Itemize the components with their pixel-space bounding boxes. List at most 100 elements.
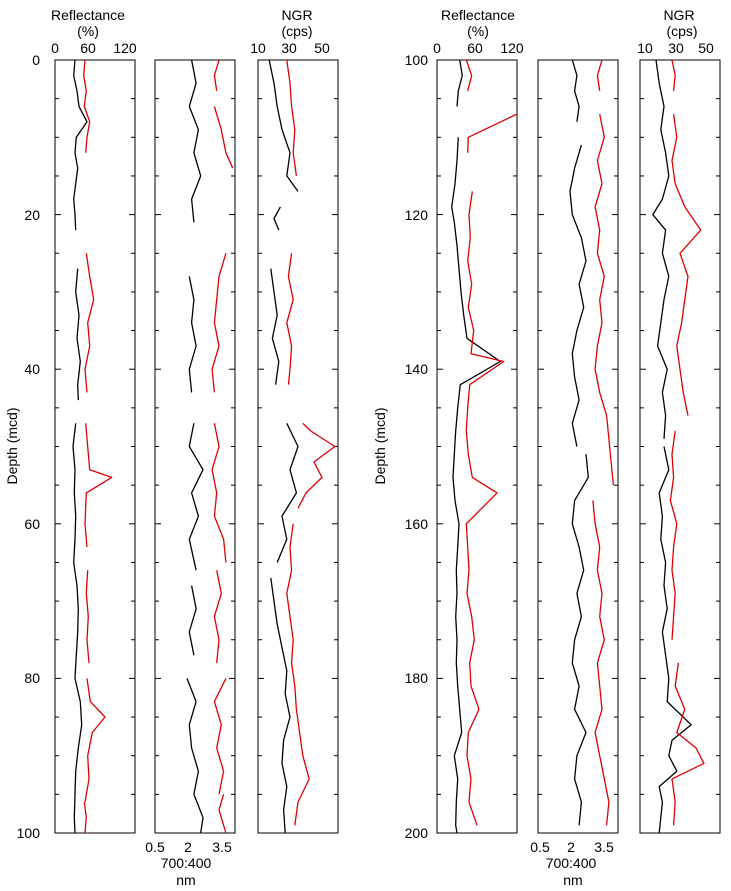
left-ratio-tick-1: 2 (184, 839, 192, 855)
ngr-cps-series-black-segment-2 (270, 268, 280, 385)
right-ngr-tick-1: 30 (668, 40, 684, 56)
ngr-cps-series-red-segment-0 (671, 59, 676, 91)
right-depth-tick-5: 200 (405, 825, 429, 841)
700-400-nm-series-red-segment-5 (213, 678, 227, 795)
700-400-nm-series-black-segment-1 (188, 276, 197, 393)
right-ratio-tick-2: 3.5 (594, 839, 614, 855)
left-group: Depth (mcd) Reflectance (%) 0 60 120 0.5… (4, 7, 339, 888)
left-reflectance-panel: Reflectance (%) 0 60 120 (51, 7, 137, 834)
left-ratio-unit: nm (176, 872, 195, 888)
left-reflectance-title: Reflectance (51, 7, 125, 23)
left-reflectance-tick-2: 120 (113, 40, 137, 56)
ngr-cps-series-red-segment-3 (286, 523, 310, 826)
700-400-nm-series-red-segment-0 (213, 59, 220, 91)
right-depth-tick-4: 180 (405, 670, 429, 686)
left-ngr-title: NGR (281, 7, 312, 23)
left-ratio-frame (154, 59, 236, 834)
right-ngr-tick-2: 50 (698, 40, 714, 56)
ngr-cps-series-black-segment-1 (658, 446, 692, 834)
right-reflectance-title: Reflectance (441, 7, 515, 23)
right-ngr-title: NGR (663, 7, 694, 23)
700-400-nm-series-black-segment-0 (571, 59, 580, 122)
right-reflectance-tick-2: 120 (500, 40, 524, 56)
ngr-cps-series-red-segment-1 (286, 253, 294, 385)
left-reflectance-unit: (%) (77, 23, 99, 39)
ngr-cps-series-red-segment-2 (297, 422, 336, 509)
right-ratio-label: 700:400 (546, 855, 597, 871)
left-ratio-label: 700:400 (161, 855, 212, 871)
right-depth-axis-title: Depth (mcd) (372, 407, 388, 484)
right-ratio-tick-1: 2 (567, 839, 575, 855)
reflectance-series-red-segment-4 (84, 678, 106, 803)
700-400-nm-series-red-segment-4 (213, 570, 222, 663)
ngr-cps-series-black-segment-0 (652, 59, 670, 439)
reflectance-series-black-segment-2 (72, 423, 83, 834)
right-reflectance-unit: (%) (467, 23, 489, 39)
left-depth-tick-0: 0 (32, 52, 40, 68)
700-400-nm-series-black-segment-2 (571, 454, 589, 826)
left-reflectance-tick-0: 0 (51, 40, 59, 56)
right-depth-tick-3: 160 (405, 516, 429, 532)
left-ngr-tick-1: 30 (281, 40, 297, 56)
left-depth-axis-title: Depth (mcd) (4, 407, 20, 484)
left-ngr-tick-2: 50 (314, 40, 330, 56)
left-ratio-tick-2: 3.5 (212, 839, 232, 855)
700-400-nm-series-black-segment-4 (186, 678, 204, 834)
ngr-cps-series-red-segment-1 (671, 114, 702, 416)
700-400-nm-series-black-segment-0 (188, 59, 202, 223)
right-ratio-unit: nm (563, 872, 582, 888)
right-ratio-panel: 0.5 2 3.5 700:400 nm (530, 59, 619, 888)
700-400-nm-series-red-segment-6 (218, 794, 227, 834)
reflectance-series-red-segment-2 (84, 423, 113, 548)
700-400-nm-series-red-segment-2 (211, 253, 227, 393)
right-ngr-panel: NGR (cps) 10 30 50 (637, 7, 721, 834)
700-400-nm-series-red-segment-3 (211, 423, 227, 563)
reflectance-series-red-segment-1 (467, 113, 518, 153)
ngr-cps-series-red-segment-3 (671, 662, 705, 826)
right-group: Depth (mcd) Reflectance (%) 0 60 120 0.5… (372, 7, 721, 888)
ngr-cps-series-black-segment-0 (268, 59, 299, 192)
right-depth-tick-1: 120 (405, 207, 429, 223)
left-ngr-plot (258, 59, 338, 834)
left-depth-tick-4: 80 (24, 670, 40, 686)
700-400-nm-series-red-segment-0 (596, 59, 603, 91)
700-400-nm-series-red-segment-2 (592, 500, 610, 826)
ngr-cps-series-red-segment-0 (286, 59, 298, 176)
left-ratio-panel: 0.5 2 3.5 700:400 nm (145, 59, 236, 888)
ngr-cps-series-black-segment-4 (270, 577, 291, 834)
right-ngr-plot (640, 59, 720, 834)
left-reflectance-tick-1: 60 (80, 40, 96, 56)
left-depth-tick-3: 60 (24, 516, 40, 532)
700-400-nm-series-black-segment-1 (569, 144, 587, 447)
reflectance-series-black-segment-0 (456, 59, 463, 107)
left-depth-ticks: 0 20 40 60 80 100 (17, 52, 41, 841)
ngr-cps-series-black-segment-1 (273, 206, 281, 231)
right-depth-tick-0: 100 (405, 52, 429, 68)
700-400-nm-series-black-segment-2 (188, 423, 204, 571)
reflectance-series-red-segment-5 (83, 802, 87, 834)
right-ratio-tick-0: 0.5 (530, 839, 550, 855)
right-reflectance-plot (437, 59, 518, 834)
reflectance-series-red-segment-0 (465, 59, 473, 92)
ngr-cps-series-red-segment-2 (669, 430, 678, 640)
right-reflectance-tick-1: 60 (467, 40, 483, 56)
left-ngr-tick-0: 10 (250, 40, 266, 56)
reflectance-series-red-segment-1 (84, 253, 95, 393)
700-400-nm-series-red-segment-1 (594, 113, 615, 486)
left-ngr-unit: (cps) (281, 23, 312, 39)
right-reflectance-panel: Reflectance (%) 0 60 120 (433, 7, 524, 834)
right-depth-tick-2: 140 (405, 361, 429, 377)
700-400-nm-series-black-segment-3 (188, 585, 197, 656)
reflectance-series-black-segment-1 (451, 137, 501, 834)
left-reflectance-plot (55, 59, 135, 834)
reflectance-series-red-segment-2 (465, 191, 505, 826)
ngr-cps-series-black-segment-3 (276, 423, 299, 563)
700-400-nm-series-red-segment-1 (213, 106, 234, 169)
reflectance-series-red-segment-3 (85, 570, 90, 663)
right-ngr-tick-0: 10 (637, 40, 653, 56)
right-ngr-unit: (cps) (666, 23, 697, 39)
left-ratio-plot (155, 59, 235, 834)
reflectance-series-red-segment-0 (83, 59, 91, 153)
right-reflectance-frame (436, 59, 518, 834)
left-ngr-panel: NGR (cps) 10 30 50 (250, 7, 339, 834)
